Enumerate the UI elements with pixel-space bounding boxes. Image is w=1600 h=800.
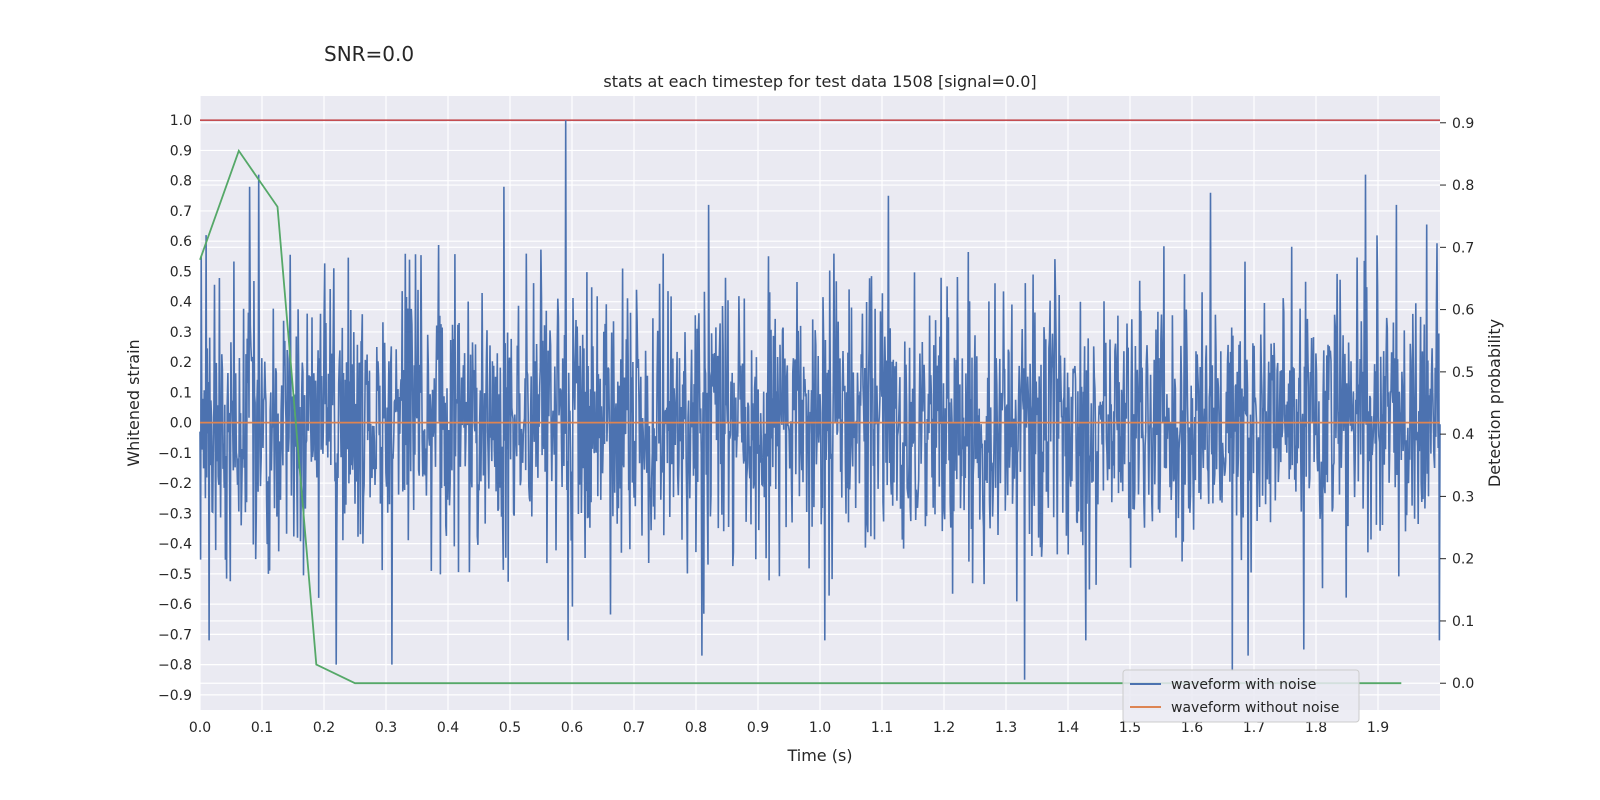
chart-suptitle: SNR=0.0 <box>324 42 414 66</box>
x-tick-label: 1.5 <box>1119 720 1141 736</box>
y-tick-label: 0.6 <box>170 234 192 250</box>
y-tick-label: −0.8 <box>158 658 192 674</box>
y2-tick-label: 0.7 <box>1452 240 1474 256</box>
y-tick-label: −0.1 <box>158 446 192 462</box>
chart-title: stats at each timestep for test data 150… <box>603 72 1036 91</box>
y-tick-label: −0.9 <box>158 688 192 704</box>
x-tick-label: 1.4 <box>1057 720 1079 736</box>
y2-axis-label: Detection probability <box>1485 319 1504 487</box>
ticks-layer: 0.0 0.1 0.2 0.3 0.4 0.5 0.6 0.7 0.8 0.9 1.0 1.1 1.2 1… <box>158 113 1474 736</box>
y-tick-label: 0.2 <box>170 355 192 371</box>
x-tick-label: 0.2 <box>313 720 335 736</box>
series-waveform-with-noise <box>199 120 1441 680</box>
x-tick-label: 1.9 <box>1367 720 1389 736</box>
legend: waveform with noise waveform without noi… <box>1122 669 1360 723</box>
y-tick-label: −0.5 <box>158 567 192 583</box>
y-tick-label: −0.6 <box>158 597 192 613</box>
y2-tick-label: 0.1 <box>1452 614 1474 630</box>
y-tick-label: −0.7 <box>158 627 192 643</box>
y-tick-label: −0.2 <box>158 476 192 492</box>
x-tick-label: 1.7 <box>1243 720 1265 736</box>
x-tick-label: 1.3 <box>995 720 1017 736</box>
legend-box <box>1122 669 1360 723</box>
y-tick-label: 1.0 <box>170 113 192 129</box>
y2-tick-label: 0.6 <box>1452 303 1474 319</box>
y2-tick-label: 0.3 <box>1452 489 1474 505</box>
y2-tick-label: 0.4 <box>1452 427 1474 443</box>
y-tick-label: 0.8 <box>170 174 192 190</box>
y-tick-label: 0.4 <box>170 295 192 311</box>
x-tick-label: 0.4 <box>437 720 459 736</box>
x-tick-label: 0.5 <box>499 720 521 736</box>
y-tick-label: −0.3 <box>158 506 192 522</box>
y-tick-label: −0.4 <box>158 537 192 553</box>
x-tick-label: 1.1 <box>871 720 893 736</box>
y2-tick-label: 0.0 <box>1452 676 1474 692</box>
x-tick-label: 0.9 <box>747 720 769 736</box>
x-tick-label: 0.1 <box>251 720 273 736</box>
series-detection-probability <box>199 148 1402 685</box>
x-tick-label: 0.7 <box>623 720 645 736</box>
y-tick-label: 0.7 <box>170 204 192 220</box>
y-tick-label: 0.5 <box>170 264 192 280</box>
y-tick-label: 0.3 <box>170 325 192 341</box>
legend-label-clean: waveform without noise <box>1171 700 1339 716</box>
legend-label-noise: waveform with noise <box>1171 677 1316 693</box>
y-tick-label: 0.0 <box>170 416 192 432</box>
x-tick-label: 0.6 <box>561 720 583 736</box>
x-tick-label: 0.3 <box>375 720 397 736</box>
x-tick-label: 1.6 <box>1181 720 1203 736</box>
y-axis-label: Whitened strain <box>124 339 143 466</box>
y-tick-label: 0.9 <box>170 143 192 159</box>
y2-tick-label: 0.8 <box>1452 178 1474 194</box>
x-tick-label: 1.8 <box>1305 720 1327 736</box>
x-axis-label: Time (s) <box>786 746 852 765</box>
y2-tick-label: 0.9 <box>1452 116 1474 132</box>
x-tick-label: 0.8 <box>685 720 707 736</box>
x-tick-label: 1.2 <box>933 720 955 736</box>
y2-tick-label: 0.5 <box>1452 365 1474 381</box>
x-tick-label: 0.0 <box>189 720 211 736</box>
x-tick-label: 1.0 <box>809 720 831 736</box>
y2-tick-label: 0.2 <box>1452 552 1474 568</box>
series-layer <box>199 119 1441 685</box>
y-tick-label: 0.1 <box>170 385 192 401</box>
